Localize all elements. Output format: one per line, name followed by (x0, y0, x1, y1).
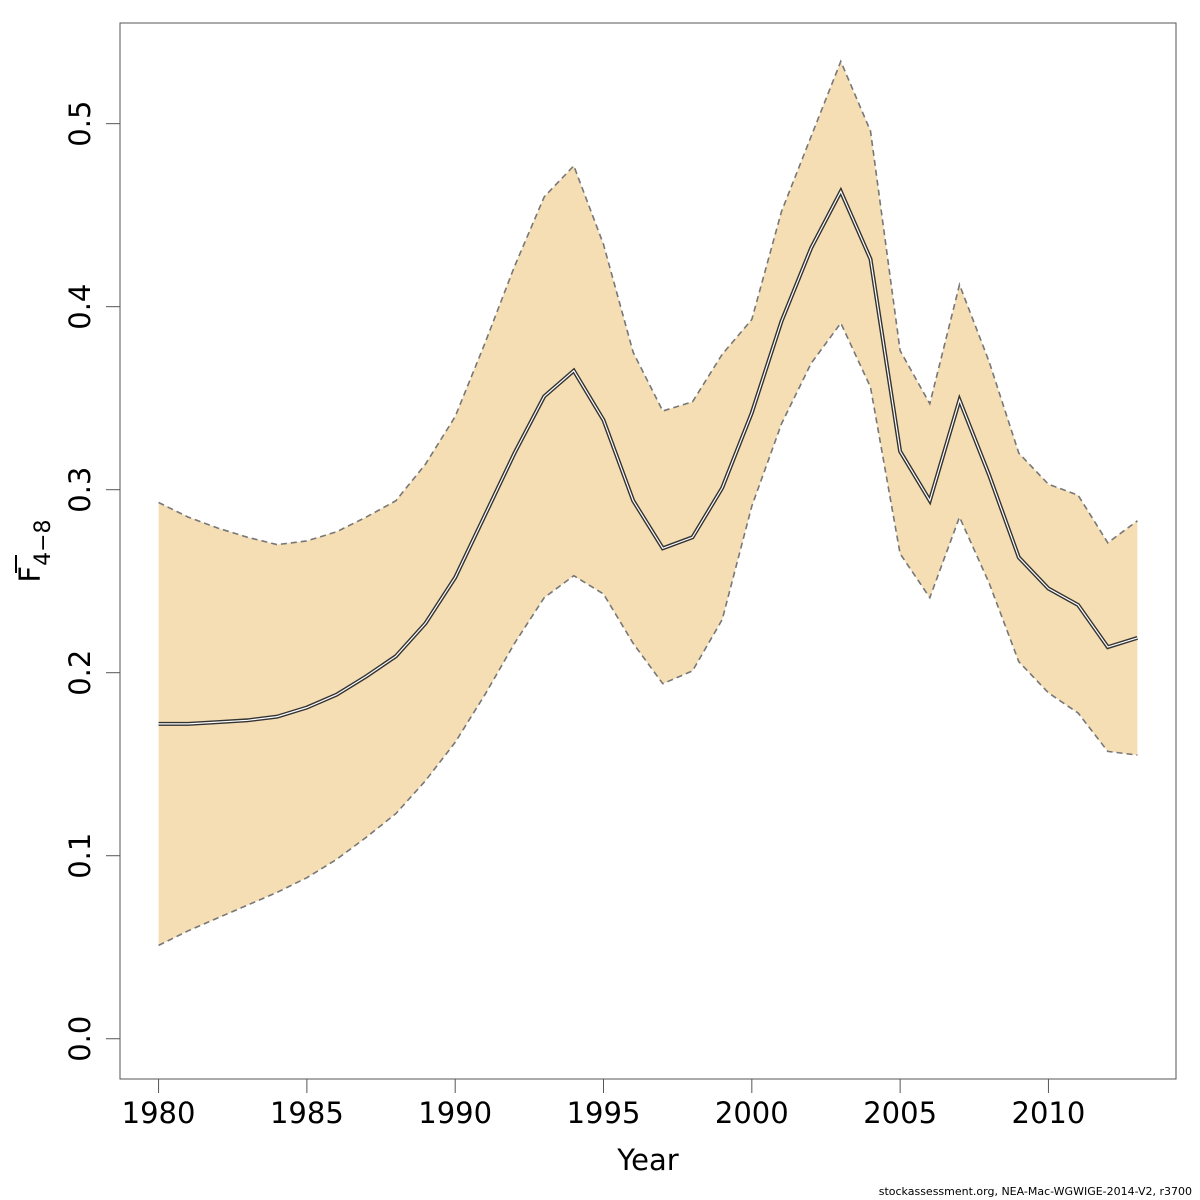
x-tick-label: 2010 (1012, 1096, 1086, 1130)
footer-source: stockassessment.org, NEA-Mac-WGWIGE-2014… (878, 1185, 1192, 1198)
x-tick-label: 1980 (122, 1096, 196, 1130)
y-tick-label: 0.1 (63, 833, 97, 879)
x-tick-label: 2005 (863, 1096, 937, 1130)
x-tick-label: 2000 (715, 1096, 789, 1130)
y-axis-title-main: F (13, 566, 47, 583)
x-axis: 1980 1985 1990 1995 2000 2005 2010 (122, 1078, 1086, 1130)
y-tick-label: 0.2 (63, 650, 97, 696)
y-axis: 0.0 0.1 0.2 0.3 0.4 0.5 (63, 101, 121, 1062)
confidence-band (158, 61, 1138, 946)
confidence-band-layer (158, 61, 1138, 946)
estimate-line-layer (158, 59, 1138, 947)
y-axis-title: F4−8 (13, 519, 56, 582)
estimate-line-inner (158, 190, 1138, 725)
x-tick-label: 1995 (567, 1096, 641, 1130)
y-tick-label: 0.3 (63, 467, 97, 513)
x-axis-title: Year (616, 1143, 678, 1177)
lower-bound-line (158, 321, 1138, 947)
x-tick-label: 1990 (418, 1096, 492, 1130)
y-axis-title-subscript: 4−8 (31, 519, 56, 565)
svg-text:F4−8: F4−8 (13, 519, 56, 582)
x-tick-label: 1985 (270, 1096, 344, 1130)
upper-bound-line (158, 59, 1138, 546)
y-tick-label: 0.4 (63, 284, 97, 330)
y-tick-label: 0.5 (63, 101, 97, 147)
y-tick-label: 0.0 (63, 1016, 97, 1062)
